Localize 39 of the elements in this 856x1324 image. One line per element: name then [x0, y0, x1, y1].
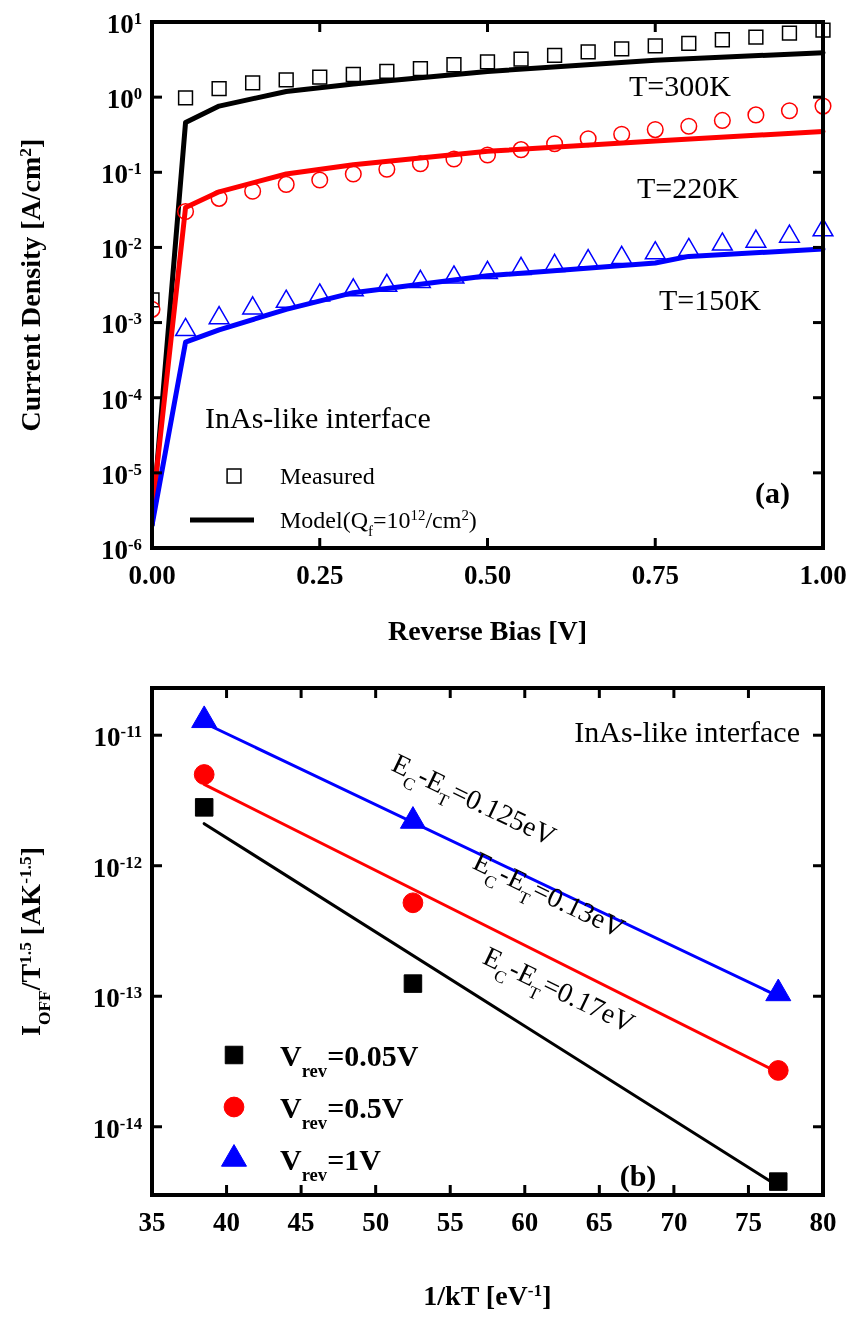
annotation: (a) — [755, 476, 790, 510]
y-tick-label: 10$^{-13}$ — [92, 982, 142, 1014]
y-tick-label: 10$^{1}$ — [106, 8, 142, 39]
legend-label: Model(Q$_{f}$=10$^{12}$/cm$^{2}$) — [280, 507, 477, 540]
y-tick-label: 10$^{-12}$ — [92, 852, 142, 883]
x-tick-label: 55 — [436, 1207, 464, 1237]
legend-label: V$_{rev}$=0.5V — [280, 1090, 404, 1132]
x-axis-title: Reverse Bias [V] — [387, 615, 588, 646]
x-tick-label: 75 — [734, 1207, 762, 1237]
legend-label: Measured — [280, 463, 375, 490]
annotation: T=300K — [629, 69, 732, 102]
x-axis-title: 1/kT [eV$^{-1}$] — [423, 1280, 552, 1311]
x-tick-label: 0.25 — [296, 560, 344, 590]
annotation: (b) — [619, 1159, 657, 1193]
y-tick-label: 10$^{-14}$ — [92, 1113, 143, 1144]
x-tick-label: 70 — [660, 1207, 688, 1237]
x-tick-label: 1.00 — [799, 560, 847, 590]
annotation: InAs-like interface — [205, 401, 431, 434]
legend-label: V$_{rev}$=1V — [280, 1142, 382, 1184]
x-tick-label: 80 — [809, 1207, 837, 1237]
x-tick-label: 0.50 — [463, 560, 512, 590]
x-tick-label: 65 — [585, 1207, 613, 1237]
y-tick-label: 10$^{-4}$ — [101, 384, 143, 415]
legend-label: V$_{rev}$=0.05V — [280, 1038, 419, 1080]
annotation: InAs-like interface — [574, 715, 800, 748]
y-tick-label: 10$^{-3}$ — [101, 308, 142, 340]
x-tick-label: 60 — [511, 1207, 539, 1237]
y-tick-label: 10$^{-1}$ — [101, 158, 142, 190]
y-tick-label: 10$^{-2}$ — [101, 233, 142, 265]
y-tick-label: 10$^{-5}$ — [101, 459, 142, 490]
x-tick-label: 0.75 — [631, 560, 679, 590]
x-tick-label: 50 — [362, 1207, 390, 1237]
y-tick-label: 10$^{-11}$ — [93, 721, 142, 753]
y-tick-label: 10$^{0}$ — [106, 83, 142, 114]
x-tick-label: 45 — [287, 1207, 315, 1237]
x-tick-label: 40 — [213, 1207, 241, 1237]
annotation: T=220K — [637, 171, 740, 204]
annotation: T=150K — [659, 283, 762, 316]
x-tick-label: 35 — [138, 1207, 166, 1237]
